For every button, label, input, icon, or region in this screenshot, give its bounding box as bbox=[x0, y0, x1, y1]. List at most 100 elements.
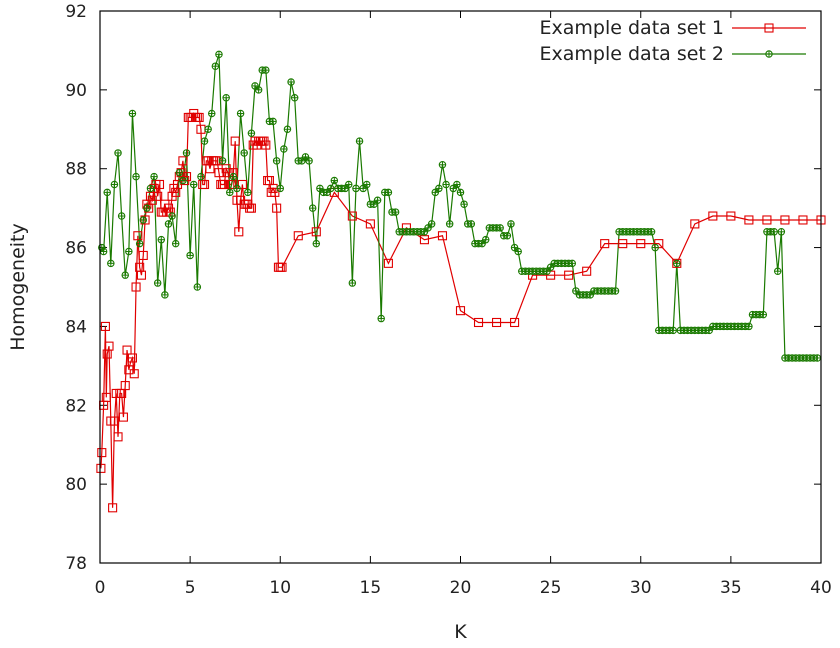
series-2-point bbox=[442, 180, 450, 189]
series-1-point bbox=[230, 136, 240, 146]
series-2-line bbox=[101, 54, 818, 359]
series-1-point bbox=[437, 231, 448, 241]
series-2-point bbox=[308, 204, 317, 212]
x-tick-label: 10 bbox=[269, 578, 291, 598]
plot-frame bbox=[99, 10, 822, 564]
series-2-point bbox=[669, 326, 677, 335]
series-2-point bbox=[543, 267, 551, 275]
series-1-point bbox=[237, 179, 247, 190]
x-tick-label: 30 bbox=[630, 578, 652, 598]
series-1-point bbox=[223, 168, 233, 178]
series-2-point bbox=[200, 137, 209, 145]
series-2-point bbox=[215, 50, 223, 59]
series-2-point bbox=[218, 157, 227, 165]
series-2-point bbox=[182, 149, 191, 157]
series-2-point bbox=[341, 184, 349, 193]
series-1-point bbox=[136, 270, 147, 280]
series-2-point bbox=[391, 208, 400, 216]
series-1-point bbox=[311, 227, 321, 237]
series-1-point bbox=[108, 503, 118, 513]
series-2-point bbox=[222, 93, 230, 102]
series-2-point bbox=[272, 157, 281, 165]
legend-sample-marker-series-2 bbox=[765, 50, 773, 58]
series-1-point bbox=[708, 211, 718, 221]
series-2-point bbox=[424, 224, 432, 232]
series-2-point bbox=[287, 78, 295, 86]
series-2-point bbox=[244, 188, 252, 197]
series-2-point bbox=[813, 354, 822, 362]
series-2-point bbox=[157, 235, 166, 244]
series-2-point bbox=[420, 228, 429, 236]
series-1-point bbox=[194, 112, 204, 123]
series-1-point bbox=[129, 369, 139, 379]
series-2-point bbox=[363, 180, 371, 189]
series-1-point bbox=[618, 239, 628, 249]
series-2-point bbox=[98, 243, 106, 252]
series-2-point bbox=[355, 137, 364, 145]
series-1-point bbox=[96, 463, 106, 473]
series-1-point bbox=[154, 179, 165, 190]
x-tick-label: 0 bbox=[95, 578, 106, 598]
x-tick-label: 35 bbox=[720, 578, 742, 598]
series-2-point bbox=[175, 168, 184, 177]
series-1-point bbox=[113, 432, 123, 442]
y-tick-label: 92 bbox=[65, 2, 87, 22]
series-1-point bbox=[582, 266, 592, 276]
series-2-point bbox=[189, 180, 198, 189]
series-2-point bbox=[773, 267, 782, 275]
series-2-point bbox=[150, 172, 158, 181]
series-1-point bbox=[133, 231, 143, 241]
series-1-point bbox=[780, 215, 790, 225]
x-tick-label: 40 bbox=[810, 578, 832, 598]
series-2-point bbox=[348, 279, 357, 287]
series-2-point bbox=[431, 188, 440, 197]
series-1-point bbox=[178, 156, 188, 166]
series-1-point bbox=[455, 306, 466, 316]
series-2-point bbox=[276, 184, 284, 193]
series-2-point bbox=[449, 184, 458, 193]
series-markers bbox=[96, 50, 826, 513]
y-tick-label: 78 bbox=[65, 554, 87, 574]
series-2-point bbox=[114, 149, 122, 157]
x-tick-label: 25 bbox=[540, 578, 562, 598]
series-2-point bbox=[164, 220, 173, 228]
series-2-point bbox=[777, 228, 786, 236]
series-1-point bbox=[473, 317, 484, 328]
series-1-point bbox=[798, 215, 808, 225]
series-1-point bbox=[97, 448, 107, 458]
series-2-point bbox=[323, 188, 331, 197]
series-2-point bbox=[745, 322, 753, 331]
legend: Example data set 1 Example data set 2 bbox=[540, 17, 806, 65]
series-2-point bbox=[161, 291, 169, 299]
series-1-point bbox=[293, 231, 303, 241]
series-2-point bbox=[269, 117, 277, 126]
series-2-point bbox=[280, 145, 288, 153]
series-1-point bbox=[153, 191, 163, 201]
series-2-point bbox=[103, 188, 111, 197]
series-2-point bbox=[305, 157, 313, 165]
series-2-point bbox=[143, 204, 151, 212]
series-2-point bbox=[298, 157, 306, 165]
series-1-point bbox=[261, 140, 271, 150]
series-2-point bbox=[507, 220, 515, 228]
series-2-point bbox=[370, 200, 378, 208]
series-1-point bbox=[199, 179, 210, 190]
series-2-point bbox=[128, 109, 137, 118]
series-2-point bbox=[467, 220, 476, 228]
series-1-point bbox=[419, 235, 430, 245]
series-1-point bbox=[672, 258, 682, 268]
series-2-point bbox=[770, 228, 778, 236]
series-2-point bbox=[427, 220, 436, 228]
y-tick-label: 90 bbox=[65, 81, 87, 101]
series-1-point bbox=[246, 203, 256, 213]
series-1-point bbox=[118, 412, 128, 422]
series-2-point bbox=[352, 184, 360, 193]
y-tick-label: 88 bbox=[65, 160, 87, 180]
legend-label-series-2: Example data set 2 bbox=[540, 43, 724, 65]
series-2-point bbox=[445, 220, 454, 228]
series-1-point bbox=[600, 239, 610, 249]
series-1-point bbox=[120, 381, 130, 391]
series-2-point bbox=[290, 93, 299, 102]
series-2-point bbox=[435, 184, 443, 193]
series-2-point bbox=[453, 180, 461, 189]
